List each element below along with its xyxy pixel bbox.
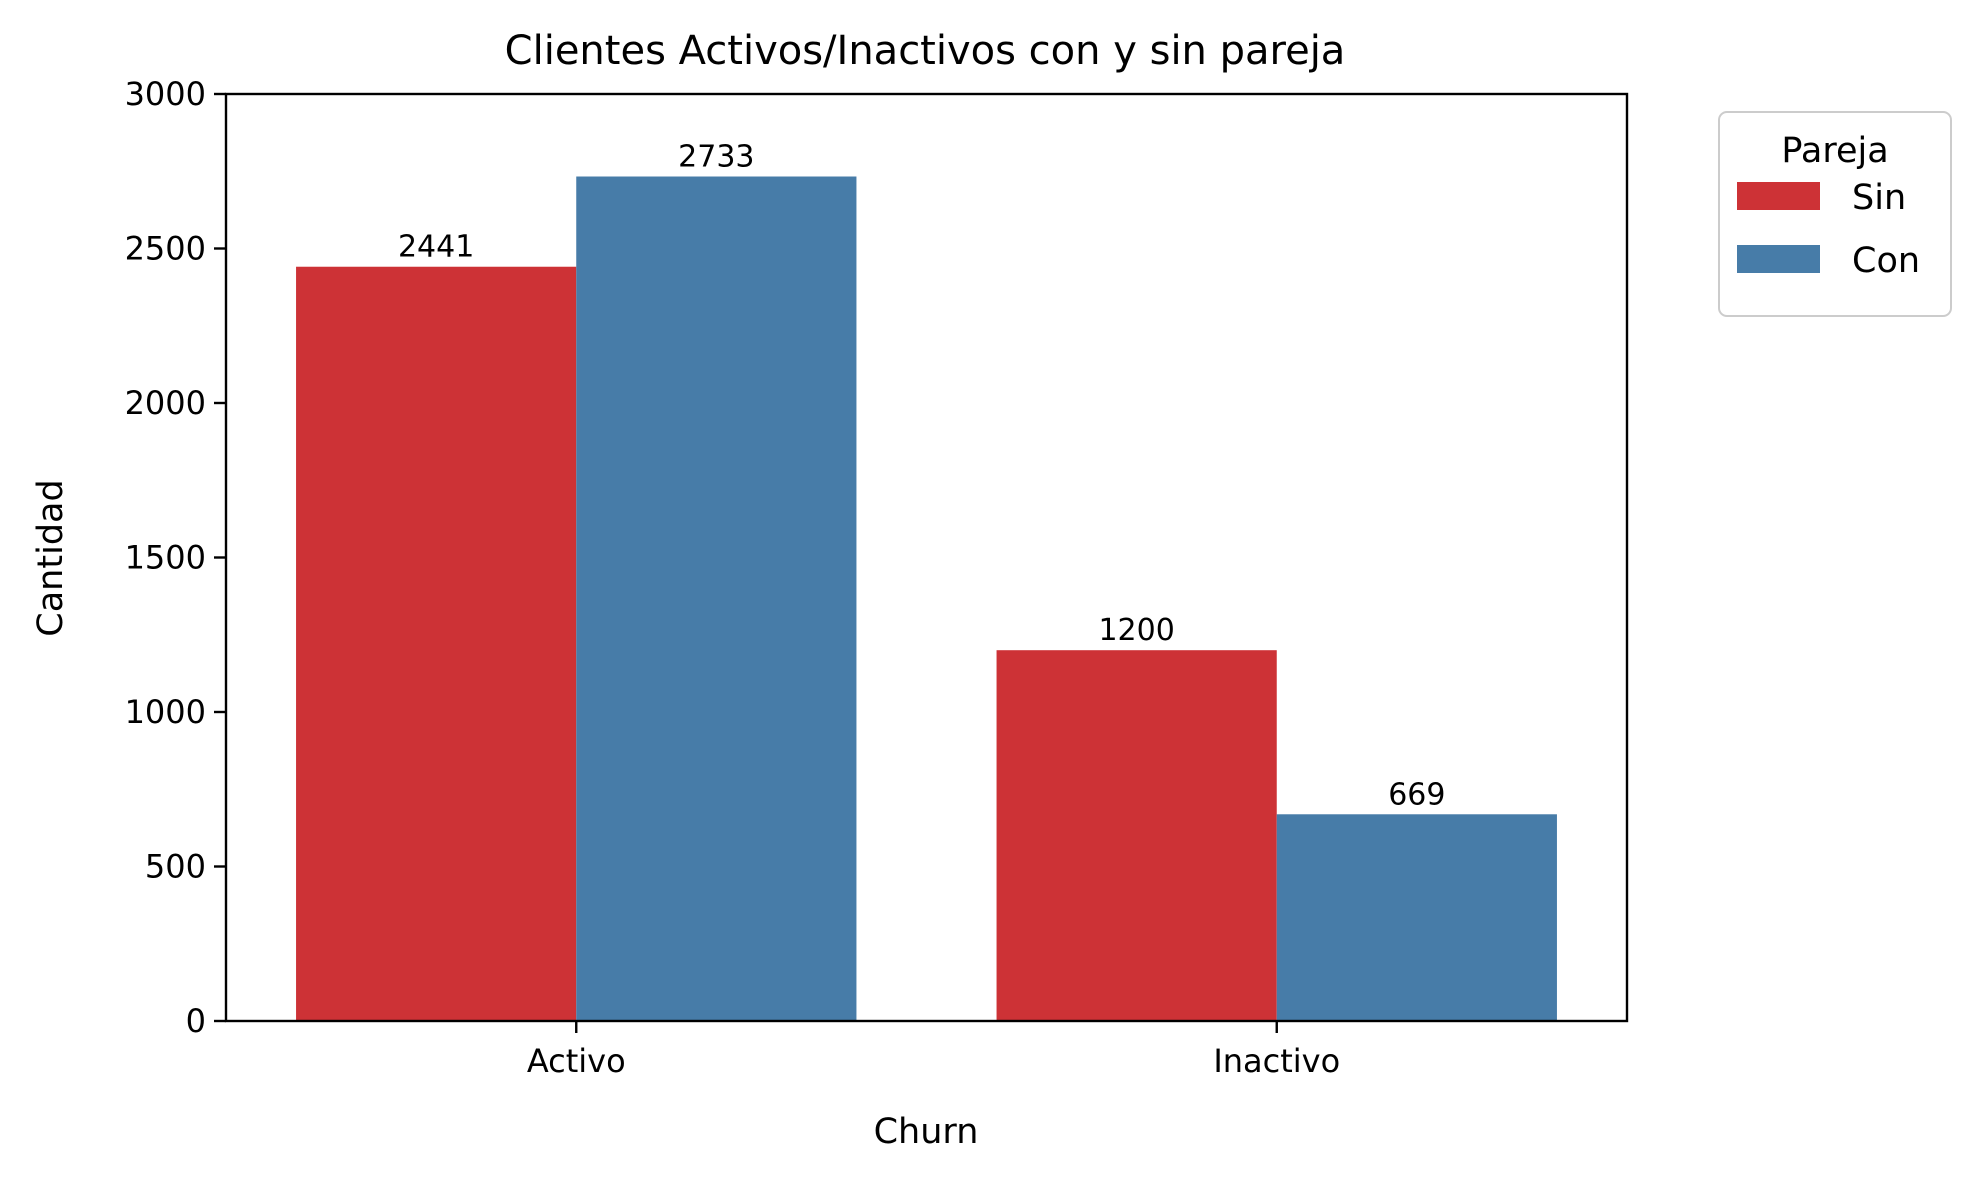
x-tick-label-activo: Activo <box>527 1042 626 1080</box>
y-tick-label: 2500 <box>125 230 206 268</box>
legend: Pareja Sin Con <box>1718 111 1952 317</box>
data-label-con-activo: 2733 <box>678 140 754 175</box>
legend-swatch-con <box>1737 245 1820 273</box>
bar-con-inactivo <box>1276 814 1557 1021</box>
y-tick-label: 1500 <box>125 539 206 577</box>
chart-title: Clientes Activos/Inactivos con y sin par… <box>505 28 1346 74</box>
bars-layer <box>296 176 1557 1022</box>
legend-label-sin: Sin <box>1852 178 1906 218</box>
y-tick-label: 0 <box>186 1002 206 1040</box>
y-tick-label: 2000 <box>125 384 206 422</box>
y-tick-label: 1000 <box>125 693 206 731</box>
y-axis-label: Cantidad <box>31 479 71 636</box>
legend-items: Sin Con <box>1737 178 1920 281</box>
data-label-con-inactivo: 669 <box>1388 777 1445 812</box>
y-tick-label: 500 <box>145 848 206 886</box>
bar-sin-inactivo <box>996 650 1277 1021</box>
legend-label-con: Con <box>1852 241 1920 281</box>
data-label-sin-inactivo: 1200 <box>1098 613 1174 648</box>
x-axis-label: Churn <box>874 1112 979 1152</box>
value-labels-layer: 2441 2733 1200 669 <box>398 140 1446 813</box>
x-axis: Activo Inactivo <box>527 1021 1340 1080</box>
bar-sin-activo <box>296 266 577 1022</box>
data-label-sin-activo: 2441 <box>398 230 474 265</box>
y-axis: 0 500 1000 1500 2000 2500 3000 <box>125 75 226 1040</box>
bar-con-activo <box>576 176 857 1022</box>
y-tick-label: 3000 <box>125 75 206 113</box>
x-tick-label-inactivo: Inactivo <box>1213 1042 1340 1080</box>
legend-swatch-sin <box>1737 182 1820 210</box>
legend-title: Pareja <box>1781 131 1888 171</box>
